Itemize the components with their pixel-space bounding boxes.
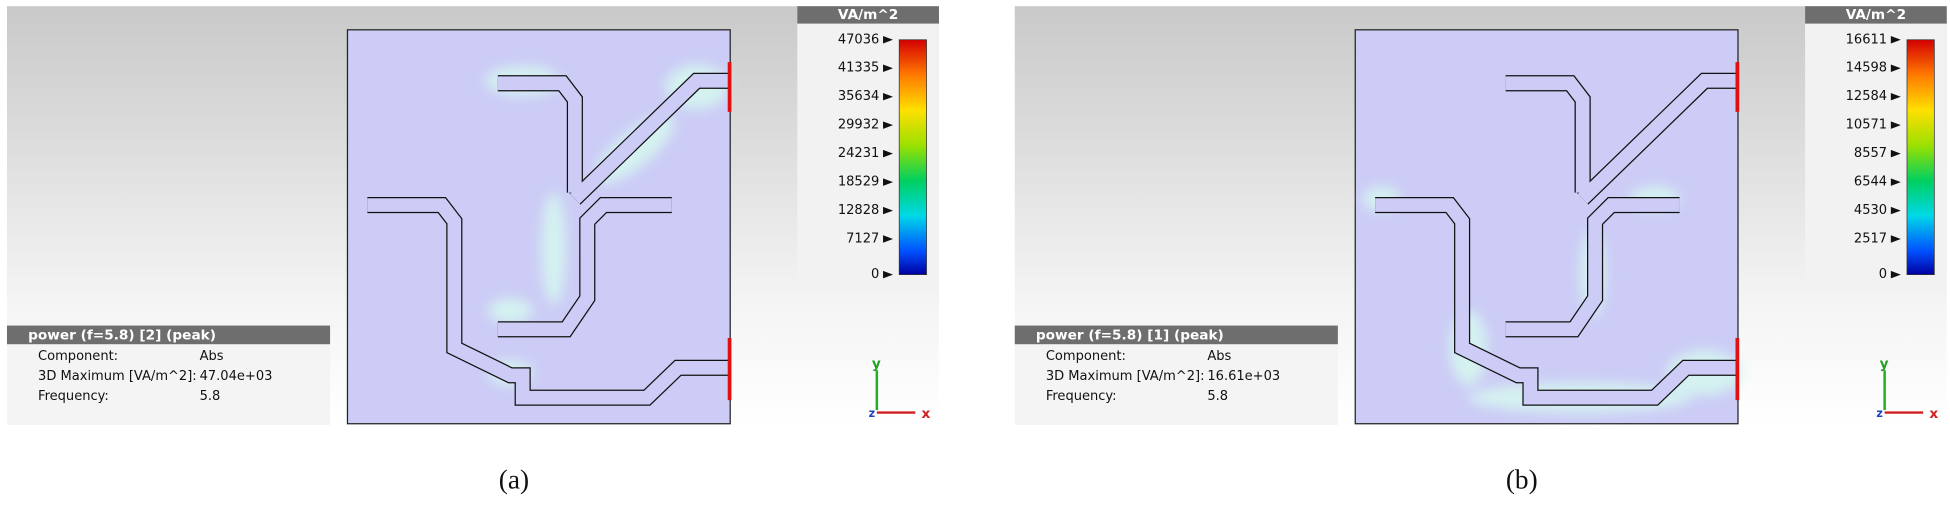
colorbar-tick-label: 10571 <box>1846 118 1887 133</box>
info-title: power (f=5.8) [1] (peak) <box>1036 328 1224 344</box>
axis-x-label: x <box>1929 406 1938 422</box>
colorbar-tick-label: 12828 <box>838 203 879 218</box>
colorbar-tick-label: 16611 <box>1846 32 1887 47</box>
colorbar-tick <box>883 92 893 101</box>
info-label: Frequency: <box>1046 389 1117 404</box>
colorbar-tick <box>883 121 893 129</box>
colorbar-tick <box>1890 270 1901 279</box>
colorbar-tick-label: 0 <box>871 267 879 282</box>
colorbar-tick-label: 41335 <box>838 61 879 76</box>
colorbar-tick <box>1890 178 1901 186</box>
info-label: Component: <box>38 349 118 364</box>
colorbar-tick-label: 2517 <box>1854 232 1887 247</box>
info-value: 16.61e+03 <box>1207 369 1280 384</box>
info-header <box>6 325 331 345</box>
colorbar-title: VA/m^2 <box>1846 7 1906 23</box>
axis-z-label: z <box>869 407 876 420</box>
colorbar-tick <box>1890 64 1901 72</box>
colorbar-tick-label: 0 <box>1879 267 1887 282</box>
panel: VA/m^2 16611 14598 12584 10571 8557 6544 4530 25… <box>1014 6 1947 494</box>
colorbar-tick <box>1890 149 1901 158</box>
colorbar-tick-label: 29932 <box>838 118 879 133</box>
colorbar-tick <box>1890 36 1901 44</box>
info-value: Abs <box>200 349 224 364</box>
colorbar-tick <box>1890 235 1901 243</box>
colorbar-tick-label: 7127 <box>846 232 879 247</box>
info-header <box>1014 325 1338 345</box>
info-value: 5.8 <box>1207 389 1228 404</box>
caption: (a) <box>499 464 529 494</box>
colorbar-tick <box>883 235 893 243</box>
info-label: 3D Maximum [VA/m^2]: <box>1046 369 1205 384</box>
colorbar-tick-label: 12584 <box>1846 89 1887 104</box>
colorbar-header <box>797 6 939 24</box>
colorbar-tick <box>883 36 893 44</box>
axis-x-label: x <box>922 406 931 422</box>
panel: VA/m^2 47036 41335 35634 29932 24231 18529 1282… <box>6 6 939 494</box>
colorbar-tick-label: 14598 <box>1846 61 1887 76</box>
colorbar-tick-label: 8557 <box>1854 146 1887 161</box>
info-value: Abs <box>1207 349 1231 364</box>
info-title: power (f=5.8) [2] (peak) <box>28 328 216 344</box>
colorbar-tick-label: 24231 <box>838 146 879 161</box>
info-label: Component: <box>1046 349 1126 364</box>
board <box>346 29 731 425</box>
info-value: 47.04e+03 <box>200 369 273 384</box>
colorbar-header <box>1805 6 1947 24</box>
axis-y-label: y <box>1880 356 1889 372</box>
colorbar-gradient <box>898 39 927 275</box>
colorbar-tick-label: 35634 <box>838 89 879 104</box>
axis-z-label: z <box>1876 407 1883 420</box>
info-label: 3D Maximum [VA/m^2]: <box>38 369 197 384</box>
colorbar-tick <box>1890 121 1901 129</box>
info-value: 5.8 <box>200 389 221 404</box>
colorbar-tick <box>883 149 893 158</box>
colorbar-tick <box>883 64 893 72</box>
colorbar-tick <box>1890 206 1901 215</box>
colorbar-tick <box>883 270 893 279</box>
colorbar-tick <box>883 206 893 215</box>
colorbar-tick-label: 6544 <box>1854 175 1887 190</box>
colorbar-tick <box>883 178 893 186</box>
colorbar-tick-label: 18529 <box>838 175 879 190</box>
colorbar-tick-label: 47036 <box>838 32 879 47</box>
colorbar-tick-label: 4530 <box>1854 203 1887 218</box>
info-label: Frequency: <box>38 389 109 404</box>
axis-y-label: y <box>872 356 881 372</box>
colorbar-gradient <box>1906 39 1935 275</box>
colorbar-tick <box>1890 92 1901 101</box>
colorbar-title: VA/m^2 <box>838 7 898 23</box>
caption: (b) <box>1506 464 1538 494</box>
board <box>1354 29 1739 425</box>
